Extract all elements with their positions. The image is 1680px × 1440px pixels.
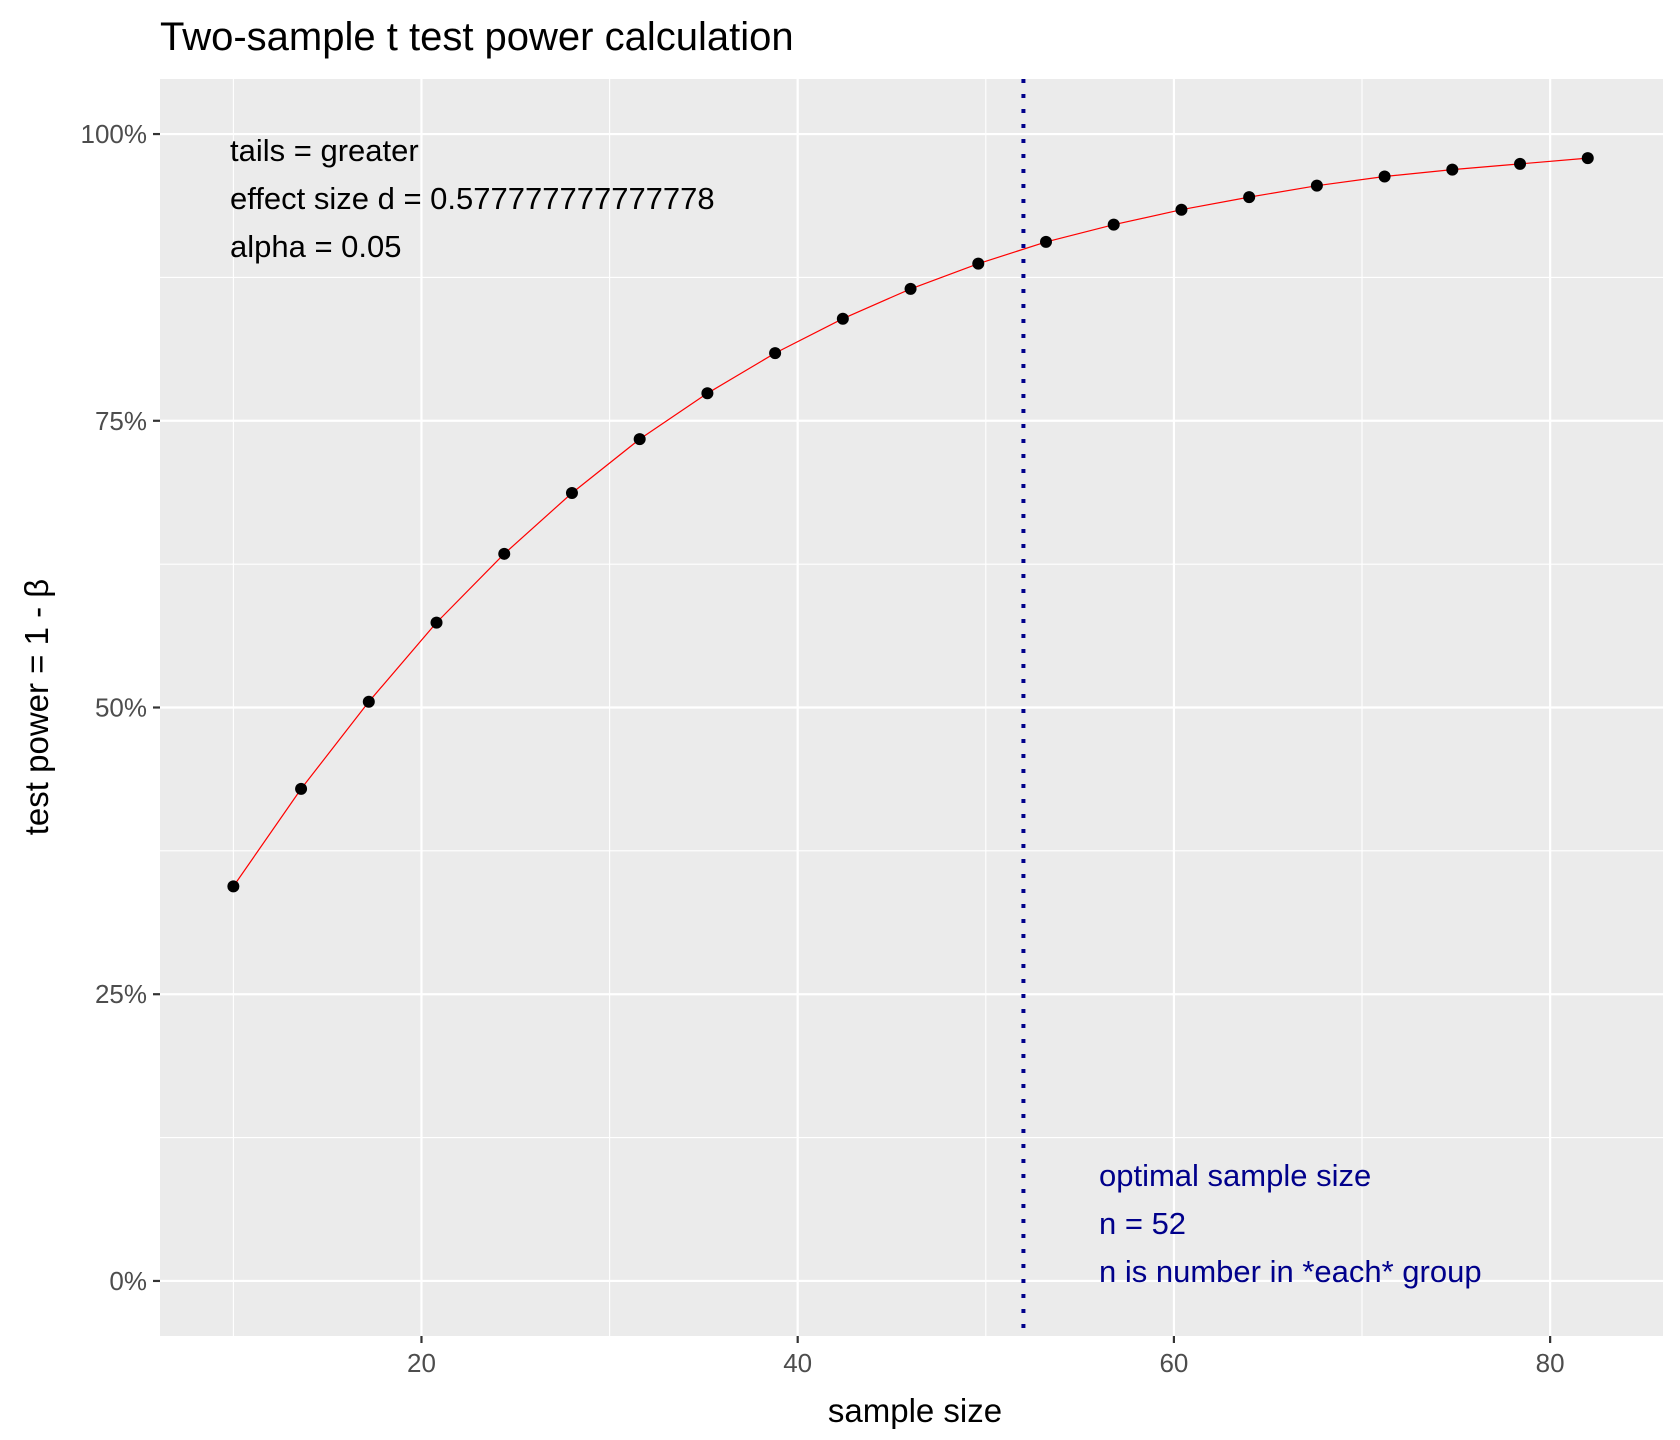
- data-point: [1243, 191, 1256, 204]
- major-gridlines: [160, 79, 1663, 1336]
- data-point: [1446, 163, 1459, 176]
- data-point: [972, 257, 985, 270]
- x-axis-label: sample size: [828, 1392, 1002, 1429]
- data-point: [1107, 218, 1120, 231]
- y-tick-label: 0%: [109, 1266, 147, 1296]
- x-tick-label: 20: [407, 1348, 436, 1378]
- data-point: [227, 880, 240, 893]
- x-tick-label: 60: [1159, 1348, 1188, 1378]
- annotation-effect-size: effect size d = 0.577777777777778: [230, 181, 715, 216]
- y-tick-label: 50%: [95, 693, 147, 723]
- chart-title: Two-sample t test power calculation: [160, 15, 794, 59]
- data-point: [1378, 170, 1391, 183]
- params-annotation: tails = greater effect size d = 0.577777…: [230, 133, 715, 264]
- annotation-optimal-n: n = 52: [1099, 1206, 1186, 1241]
- y-tick-label: 75%: [95, 406, 147, 436]
- power-points: [227, 152, 1594, 893]
- y-tick-labels: 0% 25% 50% 75% 100%: [81, 119, 148, 1296]
- data-point: [633, 433, 646, 446]
- annotation-tails: tails = greater: [230, 133, 419, 168]
- x-tick-labels: 20 40 60 80: [407, 1348, 1565, 1378]
- x-tick-label: 80: [1536, 1348, 1565, 1378]
- data-point: [701, 387, 714, 400]
- y-tick-label: 25%: [95, 979, 147, 1009]
- annotation-optimal-title: optimal sample size: [1099, 1158, 1371, 1193]
- data-point: [904, 282, 917, 295]
- data-point: [498, 547, 511, 560]
- annotation-alpha: alpha = 0.05: [230, 229, 402, 264]
- axis-ticks: [153, 132, 1552, 1343]
- data-point: [1581, 152, 1594, 165]
- data-point: [1175, 203, 1188, 216]
- y-tick-label: 100%: [81, 119, 148, 149]
- x-tick-label: 40: [783, 1348, 812, 1378]
- data-point: [836, 312, 849, 325]
- y-axis-label: test power = 1 - β: [18, 579, 55, 836]
- data-point: [1310, 179, 1323, 192]
- data-point: [769, 347, 782, 360]
- data-point: [430, 616, 443, 629]
- data-point: [362, 695, 375, 708]
- optimal-annotation: optimal sample size n = 52 n is number i…: [1099, 1158, 1482, 1289]
- annotation-optimal-note: n is number in *each* group: [1099, 1254, 1482, 1289]
- data-point: [1039, 235, 1052, 248]
- data-point: [1514, 157, 1527, 170]
- data-point: [295, 782, 308, 795]
- data-point: [565, 487, 578, 500]
